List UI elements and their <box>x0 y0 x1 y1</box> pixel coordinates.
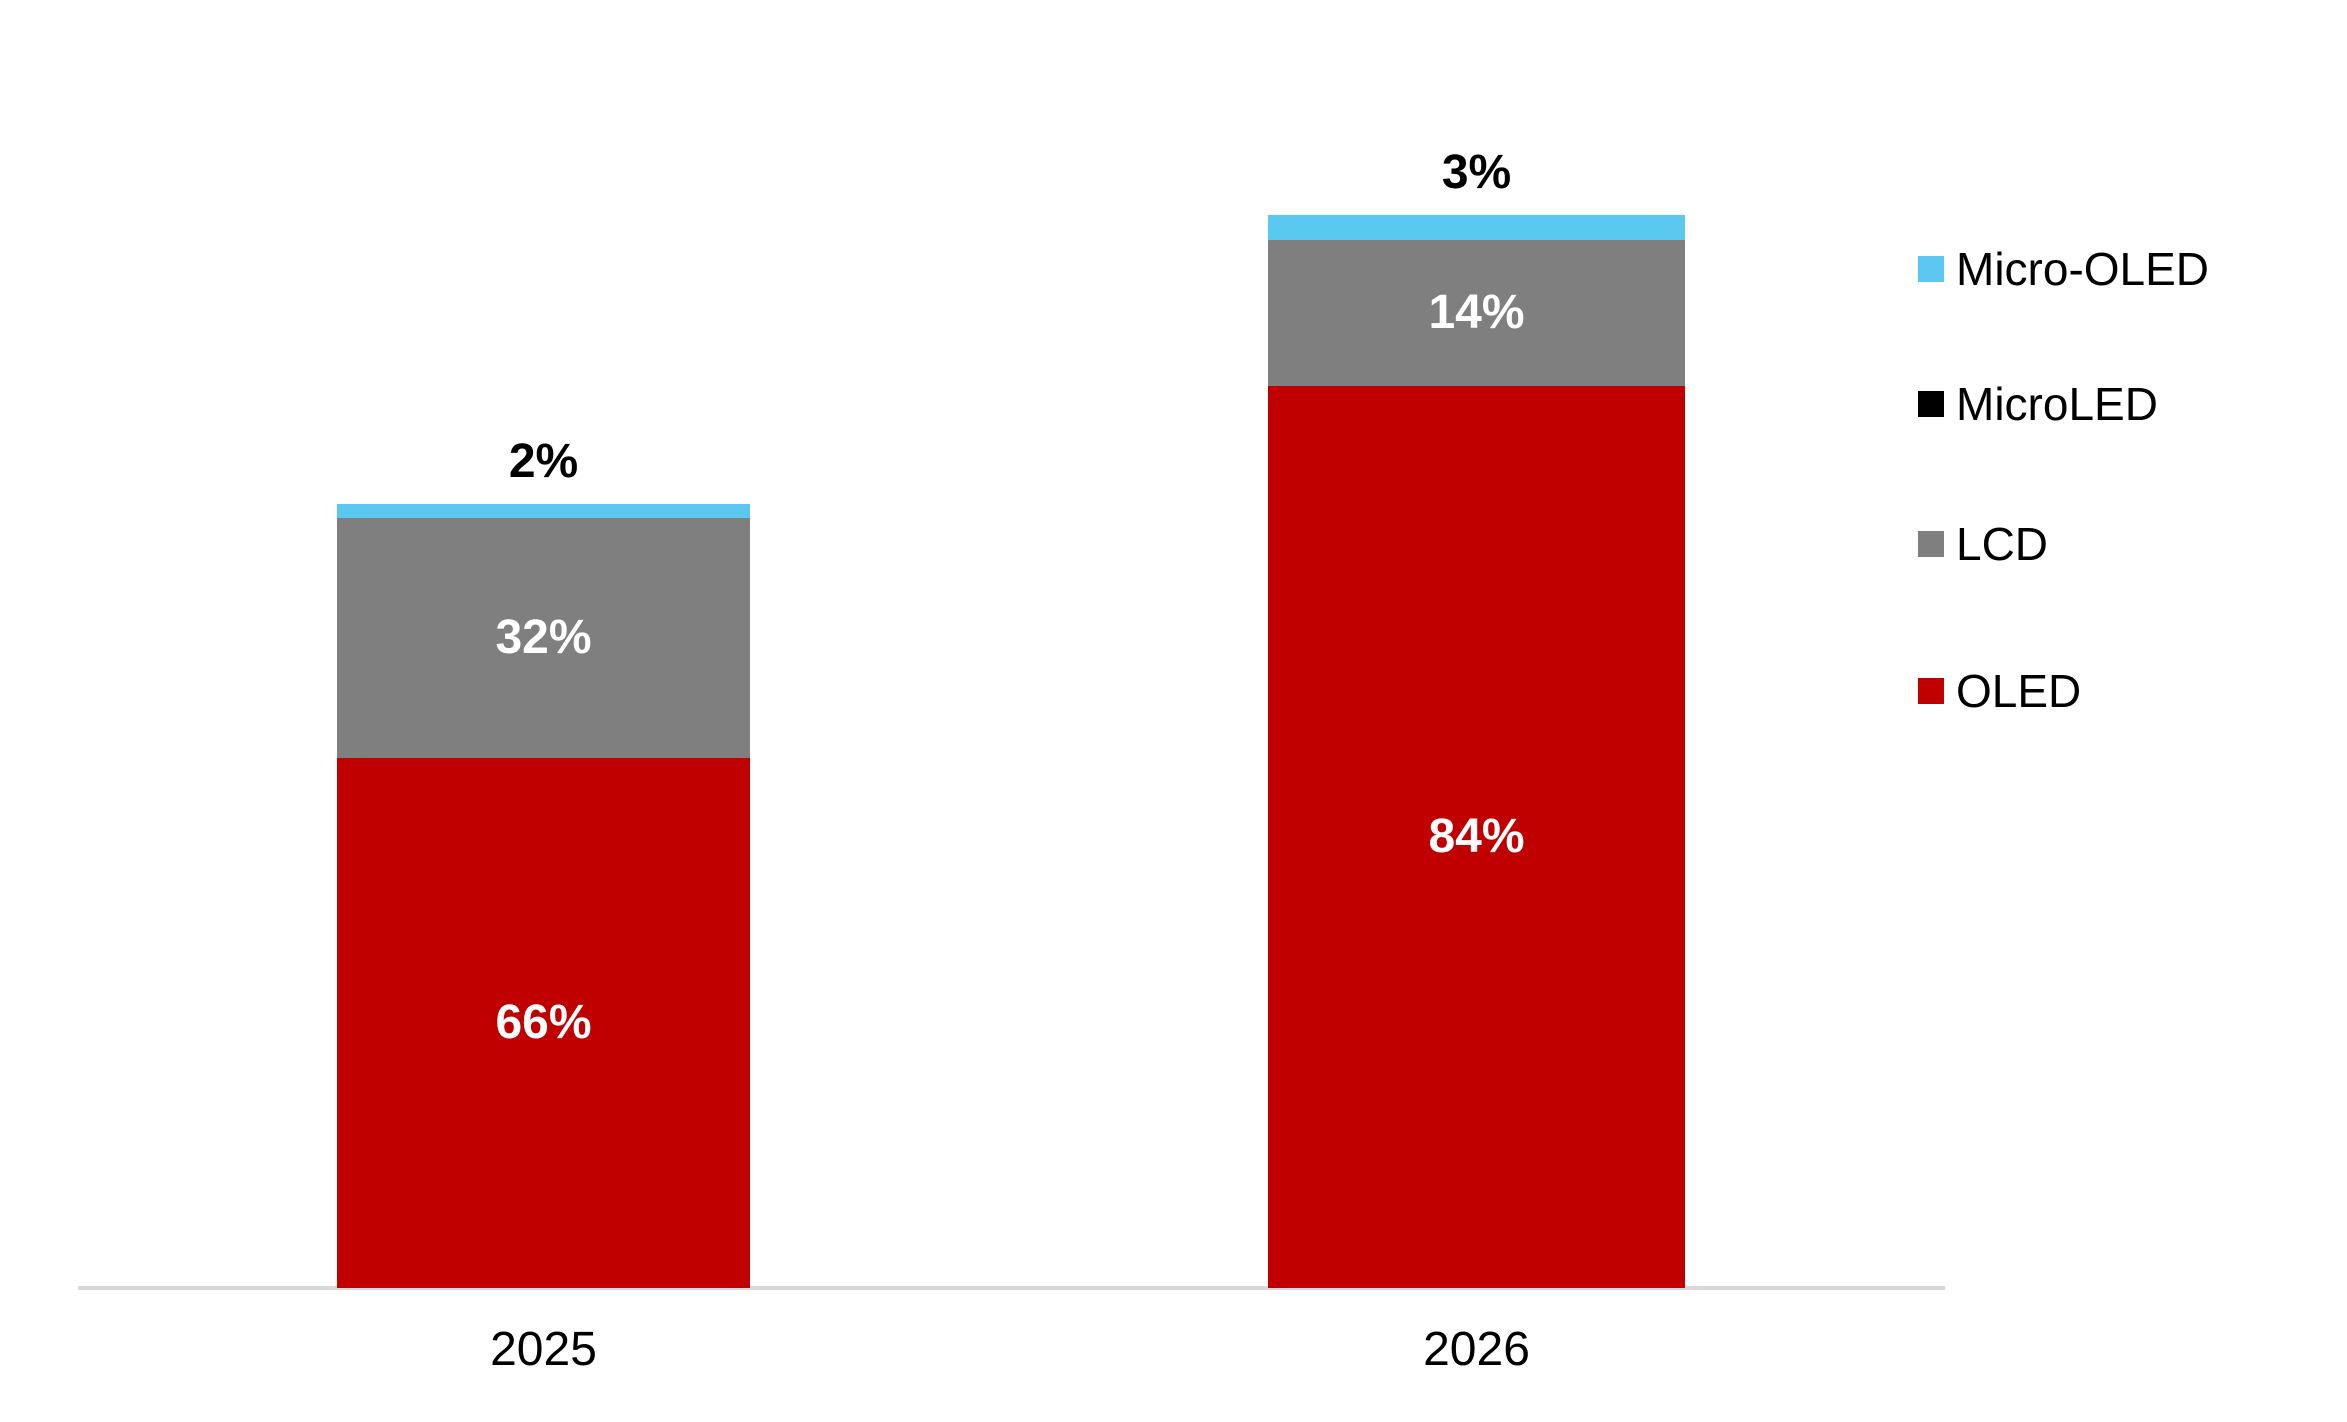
bar-2025: 2% 32% 66% <box>337 438 750 1288</box>
bar-2026-segment-oled: 84% <box>1268 386 1685 1288</box>
x-axis-line <box>78 1286 1945 1290</box>
legend-swatch-microled-icon <box>1918 391 1944 417</box>
bar-2025-label-lcd: 32% <box>495 611 592 664</box>
bar-2026: 3% 14% 84% <box>1268 149 1685 1288</box>
bar-2026-label-oled: 84% <box>1428 810 1525 863</box>
legend-item-micro-oled: Micro-OLED <box>1918 241 2209 297</box>
bar-2025-top-label: 2% <box>508 435 579 488</box>
bar-2025-segment-micro-oled <box>337 504 750 518</box>
legend-swatch-oled-icon <box>1918 678 1944 704</box>
bar-2026-top-label: 3% <box>1441 146 1512 199</box>
bar-2025-label-oled: 66% <box>495 996 592 1049</box>
bar-2025-segment-oled: 66% <box>337 758 750 1288</box>
bar-2026-segment-lcd: 14% <box>1268 240 1685 386</box>
x-axis-label-2025: 2025 <box>490 1323 597 1376</box>
legend-item-oled: OLED <box>1918 663 2081 719</box>
legend-swatch-lcd-icon <box>1918 531 1944 557</box>
x-axis-label-2026: 2026 <box>1423 1323 1530 1376</box>
legend-swatch-micro-oled-icon <box>1918 256 1944 282</box>
bar-2026-label-lcd: 14% <box>1428 286 1525 339</box>
legend-label-microled: MicroLED <box>1956 378 2158 430</box>
legend-label-micro-oled: Micro-OLED <box>1956 243 2210 295</box>
bar-2026-segment-micro-oled <box>1268 215 1685 240</box>
legend-item-microled: MicroLED <box>1918 376 2158 432</box>
legend-label-lcd: LCD <box>1956 518 2049 570</box>
legend-label-oled: OLED <box>1956 665 2082 717</box>
legend-item-lcd: LCD <box>1918 516 2048 572</box>
bar-2025-segment-lcd: 32% <box>337 518 750 758</box>
